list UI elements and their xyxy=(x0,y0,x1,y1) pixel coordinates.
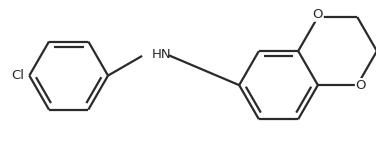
Text: HN: HN xyxy=(152,48,171,61)
Text: O: O xyxy=(313,8,323,21)
Text: O: O xyxy=(356,79,366,92)
Text: Cl: Cl xyxy=(12,69,25,82)
